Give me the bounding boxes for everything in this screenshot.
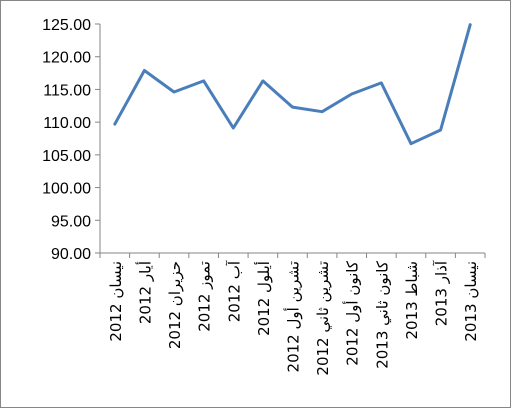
series-line: [113, 23, 472, 146]
y-tick-label: 90.00: [51, 246, 91, 263]
x-tick-label: أيلول 2012: [254, 261, 273, 336]
y-tick-label: 100.00: [42, 181, 91, 198]
x-tick-label: كانون أول 2012: [343, 260, 362, 366]
x-tick-label: تموز 2012: [196, 261, 214, 332]
x-tick-label: نيسان 2013: [462, 261, 480, 342]
y-tick-label: 125.00: [42, 17, 91, 34]
x-tick-label: كانون ثاني 2013: [373, 260, 392, 369]
y-tick-label: 105.00: [42, 148, 91, 165]
x-tick-label: آب 2012: [225, 260, 243, 322]
x-tick-label: أيار 2012: [135, 261, 154, 324]
y-tick-label: 95.00: [51, 213, 91, 230]
y-tick-label: 120.00: [42, 50, 91, 67]
x-tick-label: شباط 2013: [403, 261, 421, 340]
y-tick-label: 115.00: [43, 82, 91, 99]
x-tick-label: نيسان 2012: [107, 261, 125, 342]
x-tick-label: تشرين أول 2012: [284, 261, 303, 372]
y-tick-label: 110.00: [43, 115, 91, 132]
x-tick-label: تشرين ثاني 2012: [314, 261, 333, 376]
x-tick-label: آذار 2013: [433, 260, 451, 326]
x-tick-label: حزيران 2012: [166, 261, 184, 349]
